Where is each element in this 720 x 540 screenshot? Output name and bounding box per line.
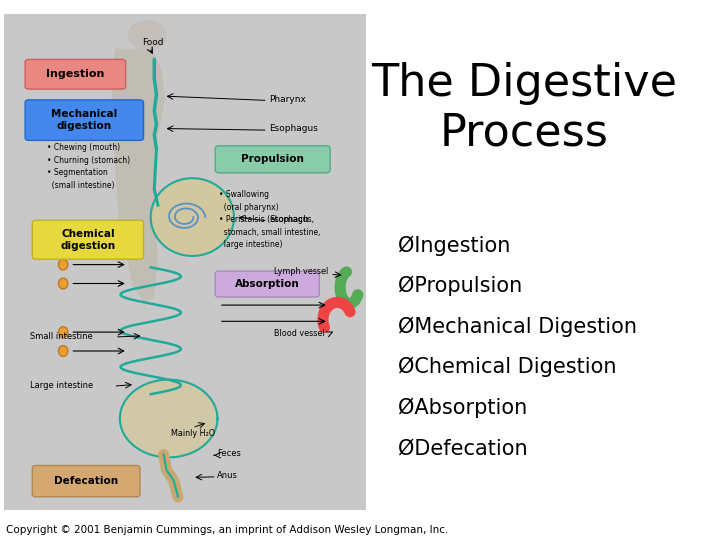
Text: Large intestine: Large intestine xyxy=(30,381,94,390)
Text: Blood vessel: Blood vessel xyxy=(274,329,325,338)
Text: Chemical
digestion: Chemical digestion xyxy=(60,229,115,251)
FancyBboxPatch shape xyxy=(32,220,143,259)
Text: ØDefecation: ØDefecation xyxy=(398,438,528,458)
Ellipse shape xyxy=(58,240,68,251)
Text: ØIngestion: ØIngestion xyxy=(398,235,510,256)
FancyBboxPatch shape xyxy=(25,100,143,140)
Text: ØAbsorption: ØAbsorption xyxy=(398,397,528,418)
Ellipse shape xyxy=(58,259,68,270)
Text: Esophagus: Esophagus xyxy=(269,124,318,133)
Ellipse shape xyxy=(58,327,68,338)
Text: Lymph vessel: Lymph vessel xyxy=(274,267,328,276)
Ellipse shape xyxy=(58,278,68,289)
Text: Food: Food xyxy=(142,38,163,48)
Text: Small intestine: Small intestine xyxy=(30,332,93,341)
Text: ØMechanical Digestion: ØMechanical Digestion xyxy=(398,316,637,337)
Ellipse shape xyxy=(58,221,68,232)
Text: Absorption: Absorption xyxy=(235,279,300,289)
Text: Ingestion: Ingestion xyxy=(46,69,104,79)
Polygon shape xyxy=(150,178,234,256)
Text: Anus: Anus xyxy=(217,471,238,480)
Ellipse shape xyxy=(58,346,68,356)
Text: Feces: Feces xyxy=(217,449,240,458)
FancyBboxPatch shape xyxy=(25,59,125,89)
Text: Defecation: Defecation xyxy=(54,476,118,486)
Text: The Digestive
Process: The Digestive Process xyxy=(371,62,677,154)
Polygon shape xyxy=(120,380,217,457)
Text: • Swallowing
  (oral pharynx)
• Peristalsis (esophagus,
  stomach, small intesti: • Swallowing (oral pharynx) • Peristalsi… xyxy=(219,190,320,249)
Text: Propulsion: Propulsion xyxy=(241,154,304,164)
Text: Pharynx: Pharynx xyxy=(269,94,306,104)
Text: Stomach: Stomach xyxy=(269,215,309,225)
Text: ØPropulsion: ØPropulsion xyxy=(398,276,523,296)
Text: Copyright © 2001 Benjamin Cummings, an imprint of Addison Wesley Longman, Inc.: Copyright © 2001 Benjamin Cummings, an i… xyxy=(6,524,448,535)
FancyBboxPatch shape xyxy=(215,271,320,297)
FancyBboxPatch shape xyxy=(32,465,140,497)
Text: Mainly H₂O: Mainly H₂O xyxy=(171,429,215,438)
Ellipse shape xyxy=(127,20,167,50)
Text: • Chewing (mouth)
• Churning (stomach)
• Segmentation
  (small intestine): • Chewing (mouth) • Churning (stomach) •… xyxy=(47,143,130,190)
FancyBboxPatch shape xyxy=(215,146,330,173)
FancyBboxPatch shape xyxy=(4,14,366,510)
Text: Mechanical
digestion: Mechanical digestion xyxy=(51,109,117,131)
Text: ØChemical Digestion: ØChemical Digestion xyxy=(398,357,617,377)
Polygon shape xyxy=(111,49,165,302)
